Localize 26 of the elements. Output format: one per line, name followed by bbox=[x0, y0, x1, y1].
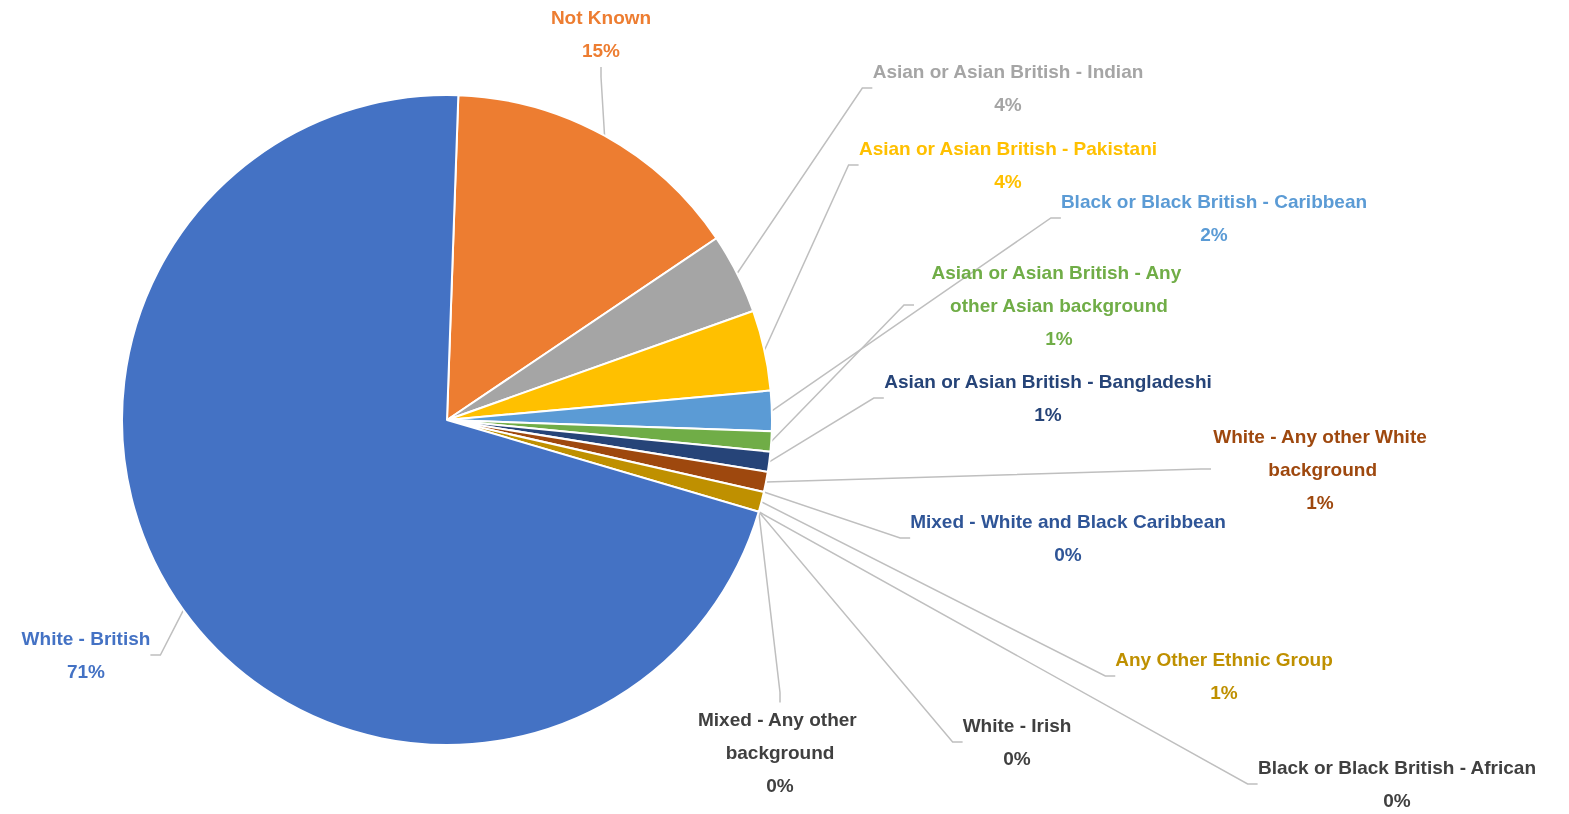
data-label: 1% bbox=[1045, 327, 1073, 349]
data-label: 71% bbox=[66, 661, 106, 682]
category-label: Mixed - Any other background bbox=[698, 708, 857, 763]
text: 0% bbox=[766, 774, 794, 796]
slice-label: Asian or Asian British - Indian bbox=[872, 61, 1144, 82]
text: 0% bbox=[1054, 544, 1082, 565]
slice-label: White - Any other White background bbox=[1213, 425, 1427, 480]
slice-label: White - British bbox=[21, 628, 151, 649]
slice-label: Not Known bbox=[550, 7, 652, 28]
data-label: 15% bbox=[581, 40, 621, 61]
data-label: 1% bbox=[1210, 682, 1238, 703]
slice-label: Any Other Ethnic Group bbox=[1115, 649, 1333, 670]
data-label: 2% bbox=[1200, 224, 1228, 245]
slice-label: Asian or Asian British - Any other Asian background bbox=[931, 261, 1187, 316]
text: 0% bbox=[1383, 790, 1411, 811]
data-label: 1% bbox=[1306, 491, 1334, 513]
text: 0% bbox=[1003, 748, 1031, 769]
data-label: 4% bbox=[994, 94, 1022, 115]
category-label: White - Irish bbox=[962, 715, 1072, 736]
slice-label: Asian or Asian British - Bangladeshi bbox=[884, 371, 1212, 392]
data-label: 4% bbox=[994, 171, 1022, 192]
slice-label: Black or Black British - Caribbean bbox=[1060, 191, 1368, 212]
slice-label: Asian or Asian British - Pakistani bbox=[858, 138, 1158, 159]
category-label: Black or Black British - African bbox=[1257, 757, 1537, 778]
data-label: 1% bbox=[1034, 404, 1062, 425]
category-label: Mixed - White and Black Caribbean bbox=[910, 511, 1226, 532]
